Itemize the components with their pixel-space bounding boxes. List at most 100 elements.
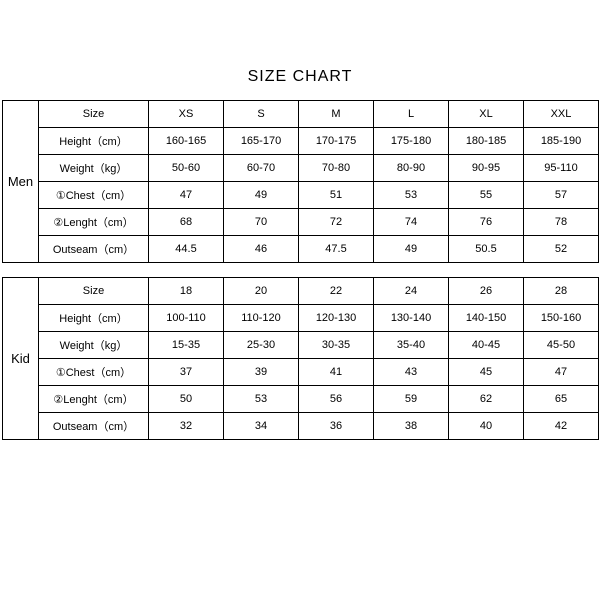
cell: 34 — [224, 413, 299, 440]
table-row: Men Size XS S M L XL XXL — [3, 101, 599, 128]
col-header: 26 — [449, 278, 524, 305]
cell: 70 — [224, 209, 299, 236]
attr-label: ②Lenght（cm） — [39, 386, 149, 413]
table-row: Outseam（cm） 44.5 46 47.5 49 50.5 52 — [3, 236, 599, 263]
attr-label: Outseam（cm） — [39, 236, 149, 263]
table-row: ②Lenght（cm） 50 53 56 59 62 65 — [3, 386, 599, 413]
size-chart-canvas: SIZE CHART Men Size XS S M L XL XXL Heig… — [0, 0, 600, 600]
cell: 70-80 — [299, 155, 374, 182]
cell: 45 — [449, 359, 524, 386]
cell: 38 — [374, 413, 449, 440]
attr-label: Outseam（cm） — [39, 413, 149, 440]
table-row: Weight（kg） 50-60 60-70 70-80 80-90 90-95… — [3, 155, 599, 182]
cell: 185-190 — [524, 128, 599, 155]
attr-label: Size — [39, 101, 149, 128]
cell: 78 — [524, 209, 599, 236]
cell: 32 — [149, 413, 224, 440]
attr-label: Weight（kg） — [39, 155, 149, 182]
col-header: XL — [449, 101, 524, 128]
attr-label: ②Lenght（cm） — [39, 209, 149, 236]
cell: 59 — [374, 386, 449, 413]
cell: 95-110 — [524, 155, 599, 182]
cell: 170-175 — [299, 128, 374, 155]
size-table-men: Men Size XS S M L XL XXL Height（cm） 160-… — [2, 100, 599, 263]
cell: 41 — [299, 359, 374, 386]
cell: 42 — [524, 413, 599, 440]
cell: 175-180 — [374, 128, 449, 155]
col-header: XXL — [524, 101, 599, 128]
cell: 15-35 — [149, 332, 224, 359]
cell: 56 — [299, 386, 374, 413]
cell: 140-150 — [449, 305, 524, 332]
cell: 76 — [449, 209, 524, 236]
cell: 44.5 — [149, 236, 224, 263]
attr-label: Weight（kg） — [39, 332, 149, 359]
attr-label: Height（cm） — [39, 305, 149, 332]
cell: 49 — [374, 236, 449, 263]
cell: 47.5 — [299, 236, 374, 263]
col-header: 18 — [149, 278, 224, 305]
table-row: ①Chest（cm） 37 39 41 43 45 47 — [3, 359, 599, 386]
cell: 80-90 — [374, 155, 449, 182]
cell: 57 — [524, 182, 599, 209]
cell: 40 — [449, 413, 524, 440]
cell: 53 — [224, 386, 299, 413]
col-header: 24 — [374, 278, 449, 305]
cell: 25-30 — [224, 332, 299, 359]
cell: 120-130 — [299, 305, 374, 332]
cell: 150-160 — [524, 305, 599, 332]
group-label-men: Men — [3, 101, 39, 263]
cell: 35-40 — [374, 332, 449, 359]
cell: 160-165 — [149, 128, 224, 155]
cell: 51 — [299, 182, 374, 209]
col-header: M — [299, 101, 374, 128]
cell: 30-35 — [299, 332, 374, 359]
cell: 36 — [299, 413, 374, 440]
cell: 72 — [299, 209, 374, 236]
cell: 43 — [374, 359, 449, 386]
cell: 68 — [149, 209, 224, 236]
page-title: SIZE CHART — [0, 68, 600, 86]
attr-label: Height（cm） — [39, 128, 149, 155]
col-header: XS — [149, 101, 224, 128]
cell: 60-70 — [224, 155, 299, 182]
cell: 50 — [149, 386, 224, 413]
cell: 74 — [374, 209, 449, 236]
attr-label: ①Chest（cm） — [39, 182, 149, 209]
cell: 39 — [224, 359, 299, 386]
table-row: ①Chest（cm） 47 49 51 53 55 57 — [3, 182, 599, 209]
col-header: S — [224, 101, 299, 128]
cell: 100-110 — [149, 305, 224, 332]
cell: 47 — [524, 359, 599, 386]
group-label-kid: Kid — [3, 278, 39, 440]
cell: 50.5 — [449, 236, 524, 263]
cell: 130-140 — [374, 305, 449, 332]
table-row: Kid Size 18 20 22 24 26 28 — [3, 278, 599, 305]
attr-label: Size — [39, 278, 149, 305]
table-row: ②Lenght（cm） 68 70 72 74 76 78 — [3, 209, 599, 236]
cell: 180-185 — [449, 128, 524, 155]
table-row: Weight（kg） 15-35 25-30 30-35 35-40 40-45… — [3, 332, 599, 359]
cell: 49 — [224, 182, 299, 209]
cell: 53 — [374, 182, 449, 209]
col-header: 28 — [524, 278, 599, 305]
cell: 90-95 — [449, 155, 524, 182]
col-header: 22 — [299, 278, 374, 305]
col-header: 20 — [224, 278, 299, 305]
cell: 47 — [149, 182, 224, 209]
table-row: Outseam（cm） 32 34 36 38 40 42 — [3, 413, 599, 440]
cell: 37 — [149, 359, 224, 386]
size-table-kid: Kid Size 18 20 22 24 26 28 Height（cm） 10… — [2, 277, 599, 440]
cell: 52 — [524, 236, 599, 263]
table-row: Height（cm） 100-110 110-120 120-130 130-1… — [3, 305, 599, 332]
cell: 110-120 — [224, 305, 299, 332]
cell: 46 — [224, 236, 299, 263]
cell: 165-170 — [224, 128, 299, 155]
cell: 65 — [524, 386, 599, 413]
attr-label: ①Chest（cm） — [39, 359, 149, 386]
cell: 40-45 — [449, 332, 524, 359]
cell: 45-50 — [524, 332, 599, 359]
cell: 62 — [449, 386, 524, 413]
cell: 55 — [449, 182, 524, 209]
cell: 50-60 — [149, 155, 224, 182]
